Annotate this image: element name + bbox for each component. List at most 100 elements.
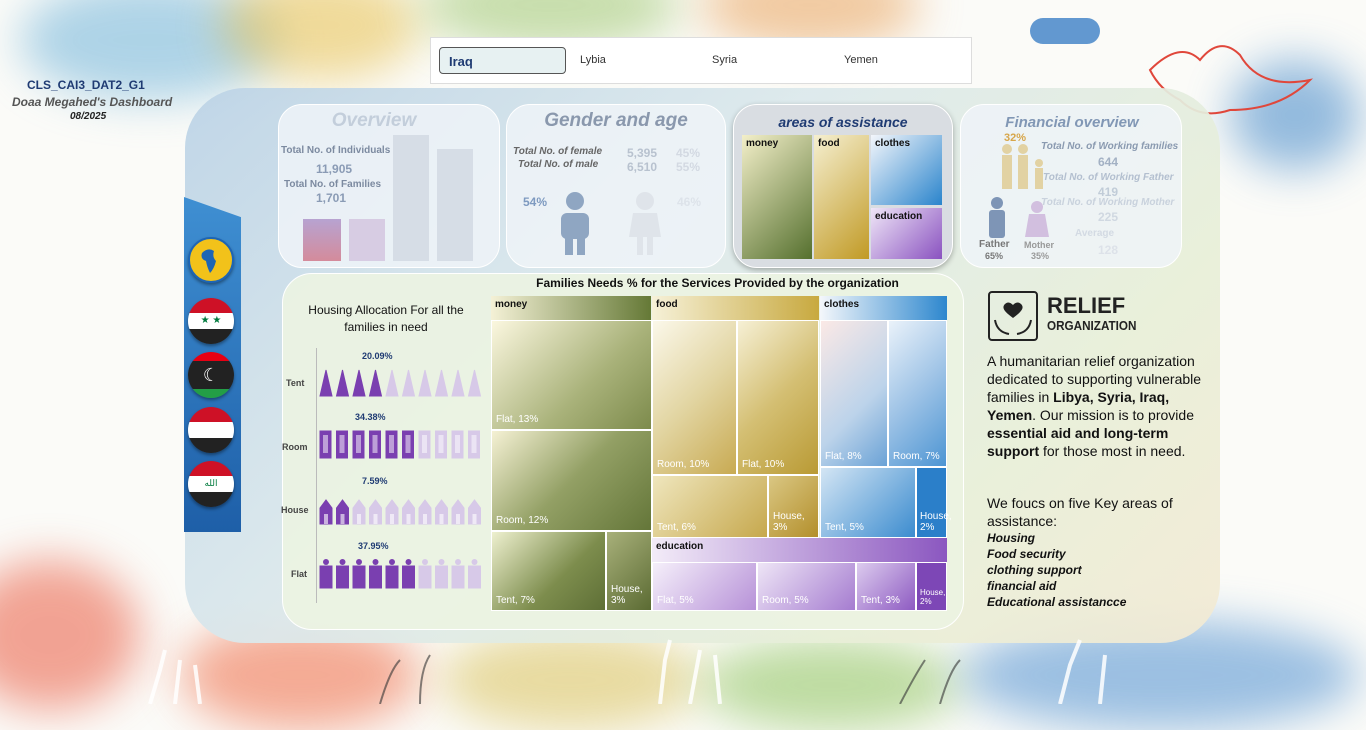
pictograph-icon: [385, 430, 398, 459]
pictograph-icon: [352, 369, 366, 397]
financial-card: Financial overview 32% Total No. of Work…: [960, 104, 1182, 268]
pictograph-icon: [402, 499, 415, 525]
housing-title: Housing Allocation For all the families …: [308, 303, 464, 334]
slicer-item-lybia[interactable]: Lybia: [580, 54, 606, 66]
slicer-item-syria[interactable]: Syria: [712, 54, 738, 66]
female-label: Total No. of female: [513, 146, 603, 157]
gender-age-card: Gender and age Total No. of female Total…: [506, 104, 726, 268]
housing-pct-room: 34.38%: [355, 412, 386, 422]
room-icons: [318, 428, 483, 460]
areas-food-block: food: [814, 135, 869, 259]
pictograph-icon: [369, 499, 382, 525]
slicer-item-yemen[interactable]: Yemen: [844, 54, 878, 66]
female-share: 46%: [677, 195, 702, 209]
working-father-value: 419: [1098, 185, 1119, 199]
pictograph-icon: [319, 559, 333, 589]
female-pct: 45%: [676, 146, 701, 160]
relief-logo-icon: [988, 291, 1038, 341]
housing-label-flat: Flat: [291, 569, 308, 579]
pictograph-icon: [451, 430, 464, 459]
male-pct: 55%: [676, 160, 701, 174]
pictograph-icon: [319, 369, 333, 397]
areas-clothes-block: clothes: [871, 135, 942, 205]
gender-age-title: Gender and age: [544, 110, 688, 131]
org-areas-list: Housing Food security clothing support f…: [987, 530, 1126, 610]
families-label: Total No. of Families: [284, 179, 382, 190]
overview-card: Overview Total No. of Individuals 11,905…: [278, 104, 500, 268]
individuals-value: 11,905: [316, 162, 353, 176]
pictograph-icon: [435, 430, 447, 459]
libya-flag-button[interactable]: ☾: [188, 352, 234, 398]
course-code: CLS_CAI3_DAT2_G1: [27, 78, 145, 92]
pictograph-icon: [352, 499, 366, 525]
treemap-cell-clothes-house: House, 2%: [916, 467, 952, 538]
pictograph-icon: [401, 369, 416, 397]
treemap-cell-money-house: House, 3%: [606, 531, 652, 611]
financial-title: Financial overview: [1005, 114, 1139, 131]
tent-icons: [318, 366, 483, 398]
globe-icon[interactable]: [188, 237, 234, 283]
pictograph-icon: [335, 369, 350, 397]
syria-flag-button[interactable]: ★ ★: [188, 298, 234, 344]
top-pct: 32%: [1004, 132, 1027, 144]
areas-card: areas of assistance money food clothes e…: [733, 104, 953, 268]
treemap-cell-education-room: Room, 5%: [757, 562, 856, 611]
dashboard-date: 08/2025: [70, 111, 107, 122]
pictograph-icon: [435, 499, 448, 525]
pictograph-icon: [418, 559, 432, 589]
pictograph-icon: [336, 559, 349, 589]
working-families-label: Total No. of Working families: [1041, 141, 1179, 152]
treemap-cell-food-house: House, 3%: [768, 475, 819, 538]
yemen-flag-button[interactable]: [188, 407, 234, 453]
mother-pct: 35%: [1031, 251, 1050, 261]
treemap-cell-money-room: Room, 12%: [491, 430, 652, 531]
families-value: 1,701: [316, 191, 347, 205]
hands-illustration: [148, 639, 1107, 704]
housing-axis: [316, 348, 317, 603]
overview-bar-3: [393, 135, 429, 261]
female-person-icon: [629, 192, 661, 255]
pictograph-icon: [451, 559, 465, 589]
working-mother-value: 225: [1098, 210, 1119, 224]
treemap-cell-education-house: House, 2%: [916, 562, 947, 611]
iraq-flag-button[interactable]: الله: [188, 461, 234, 507]
father-pct: 65%: [985, 251, 1004, 261]
pictograph-icon: [336, 499, 349, 525]
housing-pct-house: 7.59%: [362, 476, 388, 486]
pictograph-icon: [451, 369, 465, 397]
slicer-item-iraq[interactable]: Iraq: [439, 47, 566, 74]
working-father-label: Total No. of Working Father: [1043, 172, 1174, 183]
country-slicer: Iraq Lybia Syria Yemen: [430, 37, 972, 84]
average-value: 128: [1098, 243, 1119, 257]
pictograph-icon: [468, 430, 480, 459]
pictograph-icon: [385, 369, 399, 397]
female-value: 5,395: [627, 146, 658, 160]
pictograph-icon: [402, 430, 414, 459]
pictograph-icon: [468, 559, 481, 589]
areas-money-block: money: [742, 135, 812, 259]
working-mother-label: Total No. of Working Mother: [1041, 197, 1175, 208]
mother-icon: [1025, 201, 1049, 237]
pictograph-icon: [336, 430, 348, 459]
treemap-cell-education-flat: Flat, 5%: [652, 562, 757, 611]
pictograph-icon: [369, 559, 382, 589]
overview-bar-4: [437, 149, 473, 261]
treemap-cell-clothes-room: Room, 7%: [888, 320, 947, 467]
treemap-header-clothes: clothes: [820, 296, 947, 320]
individuals-label: Total No. of Individuals: [281, 145, 391, 156]
house-icons: [318, 494, 483, 526]
working-families-value: 644: [1098, 155, 1119, 169]
org-subtitle: ORGANIZATION: [1047, 318, 1137, 333]
overview-bar-1: [303, 219, 341, 261]
housing-label-room: Room: [282, 442, 308, 452]
treemap-header-money: money: [491, 296, 651, 320]
pictograph-icon: [435, 559, 448, 589]
male-value: 6,510: [627, 160, 658, 174]
family-icon: [1002, 144, 1043, 189]
cloud-illustration: [1030, 18, 1100, 44]
area-item: Educational assistancce: [987, 595, 1127, 609]
pictograph-icon: [352, 559, 366, 589]
area-item: clothing support: [987, 563, 1082, 577]
area-item: financial aid: [987, 579, 1057, 593]
pictograph-icon: [434, 369, 449, 397]
